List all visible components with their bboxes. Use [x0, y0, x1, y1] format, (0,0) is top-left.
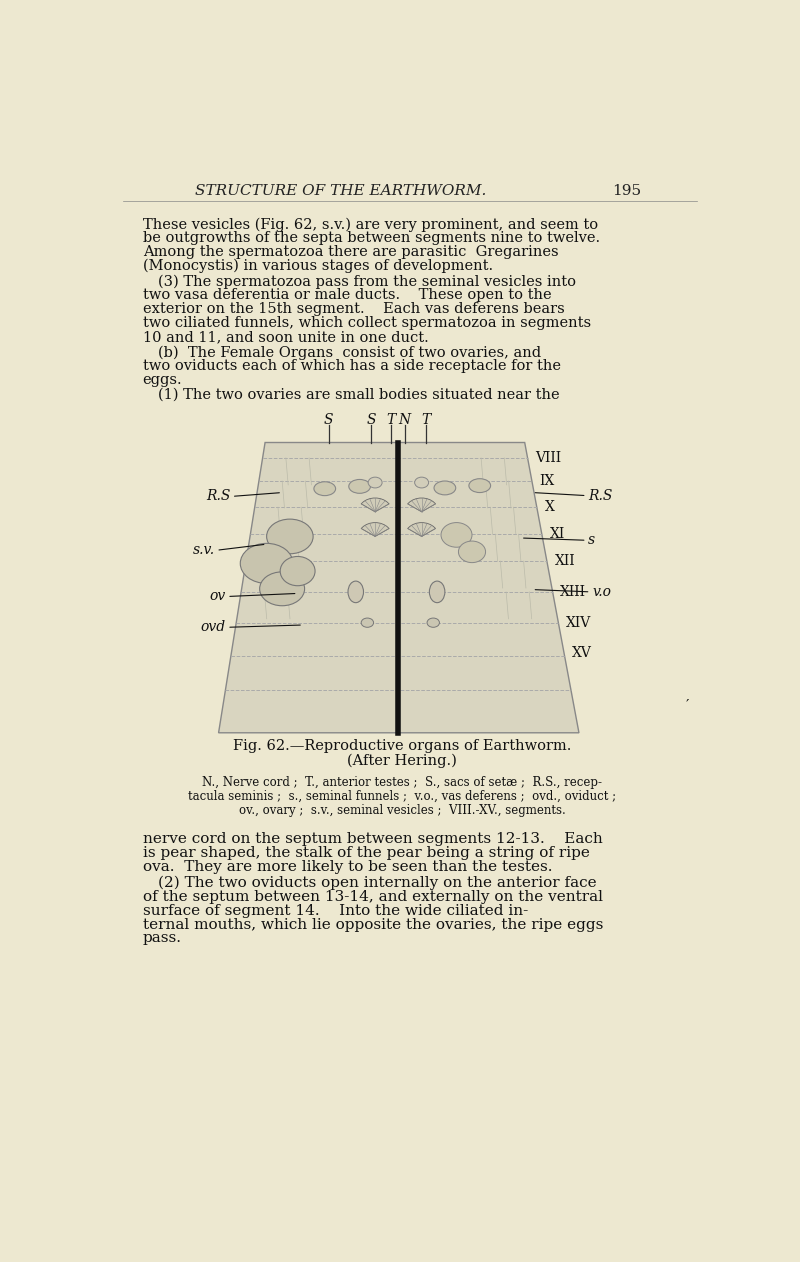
Text: Fig. 62.—Reproductive organs of Earthworm.: Fig. 62.—Reproductive organs of Earthwor…: [233, 738, 571, 753]
Text: s.v.: s.v.: [193, 544, 214, 558]
Ellipse shape: [348, 581, 363, 603]
Text: XIV: XIV: [566, 616, 591, 630]
Text: be outgrowths of the septa between segments nine to twelve.: be outgrowths of the septa between segme…: [142, 231, 600, 245]
Text: surface of segment 14.    Into the wide ciliated in-: surface of segment 14. Into the wide cil…: [142, 904, 528, 917]
Text: ov., ovary ;  s.v., seminal vesicles ;  VIII.-XV., segments.: ov., ovary ; s.v., seminal vesicles ; VI…: [239, 804, 566, 817]
Ellipse shape: [414, 477, 429, 488]
Text: IX: IX: [540, 475, 555, 488]
Text: XIII: XIII: [560, 584, 586, 599]
Text: (2) The two oviducts open internally on the anterior face: (2) The two oviducts open internally on …: [158, 876, 597, 890]
Text: ova.  They are more likely to be seen than the testes.: ova. They are more likely to be seen tha…: [142, 859, 552, 873]
Text: is pear shaped, the stalk of the pear being a string of ripe: is pear shaped, the stalk of the pear be…: [142, 846, 590, 859]
Text: ov: ov: [210, 589, 226, 603]
Text: XII: XII: [554, 554, 575, 568]
Polygon shape: [361, 522, 389, 536]
Text: X: X: [545, 500, 554, 514]
Ellipse shape: [260, 572, 305, 606]
Text: ′: ′: [686, 699, 690, 713]
Text: S: S: [324, 413, 334, 427]
Polygon shape: [218, 443, 579, 733]
Text: 10 and 11, and soon unite in one duct.: 10 and 11, and soon unite in one duct.: [142, 329, 428, 345]
Text: VIII: VIII: [535, 451, 562, 464]
Text: R.S: R.S: [206, 490, 230, 504]
Text: Among the spermatozoa there are parasitic  Gregarines: Among the spermatozoa there are parasiti…: [142, 245, 558, 259]
Text: exterior on the 15th segment.    Each vas deferens bears: exterior on the 15th segment. Each vas d…: [142, 303, 564, 317]
Ellipse shape: [469, 478, 490, 492]
Text: (After Hering.): (After Hering.): [347, 755, 457, 769]
Text: XI: XI: [550, 528, 565, 541]
Text: pass.: pass.: [142, 931, 182, 945]
Text: two oviducts each of which has a side receptacle for the: two oviducts each of which has a side re…: [142, 360, 561, 374]
Ellipse shape: [240, 544, 293, 583]
Text: N: N: [398, 413, 410, 427]
Text: S: S: [366, 413, 376, 427]
Text: nerve cord on the septum between segments 12-13.    Each: nerve cord on the septum between segment…: [142, 832, 602, 846]
Text: ovd: ovd: [201, 621, 226, 635]
Text: XV: XV: [572, 646, 592, 660]
Ellipse shape: [430, 581, 445, 603]
Text: v.o: v.o: [592, 584, 611, 599]
Text: ternal mouths, which lie opposite the ovaries, the ripe eggs: ternal mouths, which lie opposite the ov…: [142, 917, 603, 931]
Ellipse shape: [349, 480, 370, 493]
Text: R.S: R.S: [588, 488, 613, 502]
Text: (Monocystis) in various stages of development.: (Monocystis) in various stages of develo…: [142, 259, 493, 274]
Ellipse shape: [280, 557, 315, 586]
Ellipse shape: [441, 522, 472, 548]
Polygon shape: [408, 498, 435, 512]
Text: T: T: [421, 413, 430, 427]
Ellipse shape: [427, 618, 439, 627]
Text: s: s: [588, 534, 595, 548]
Text: two ciliated funnels, which collect spermatozoa in segments: two ciliated funnels, which collect sper…: [142, 317, 590, 331]
Text: (3) The spermatozoa pass from the seminal vesicles into: (3) The spermatozoa pass from the semina…: [158, 274, 576, 289]
Ellipse shape: [368, 477, 382, 488]
Text: two vasa deferentia or male ducts.    These open to the: two vasa deferentia or male ducts. These…: [142, 289, 551, 303]
Text: T: T: [386, 413, 395, 427]
Polygon shape: [361, 498, 389, 512]
Ellipse shape: [458, 541, 486, 563]
Ellipse shape: [266, 519, 313, 554]
Text: tacula seminis ;  s., seminal funnels ;  v.o., vas deferens ;  ovd., oviduct ;: tacula seminis ; s., seminal funnels ; v…: [188, 790, 616, 803]
Ellipse shape: [314, 482, 336, 496]
Polygon shape: [408, 522, 435, 536]
Ellipse shape: [434, 481, 456, 495]
Text: (b)  The Female Organs  consist of two ovaries, and: (b) The Female Organs consist of two ova…: [158, 346, 542, 360]
Text: N., Nerve cord ;  T., anterior testes ;  S., sacs of setæ ;  R.S., recep-: N., Nerve cord ; T., anterior testes ; S…: [202, 776, 602, 789]
Text: 195: 195: [613, 184, 642, 198]
Text: These vesicles (Fig. 62, s.v.) are very prominent, and seem to: These vesicles (Fig. 62, s.v.) are very …: [142, 217, 598, 232]
Text: eggs.: eggs.: [142, 374, 182, 387]
Text: (1) The two ovaries are small bodies situated near the: (1) The two ovaries are small bodies sit…: [158, 387, 560, 401]
Ellipse shape: [361, 618, 374, 627]
Text: of the septum between 13-14, and externally on the ventral: of the septum between 13-14, and externa…: [142, 890, 602, 904]
Text: STRUCTURE OF THE EARTHWORM.: STRUCTURE OF THE EARTHWORM.: [194, 184, 486, 198]
